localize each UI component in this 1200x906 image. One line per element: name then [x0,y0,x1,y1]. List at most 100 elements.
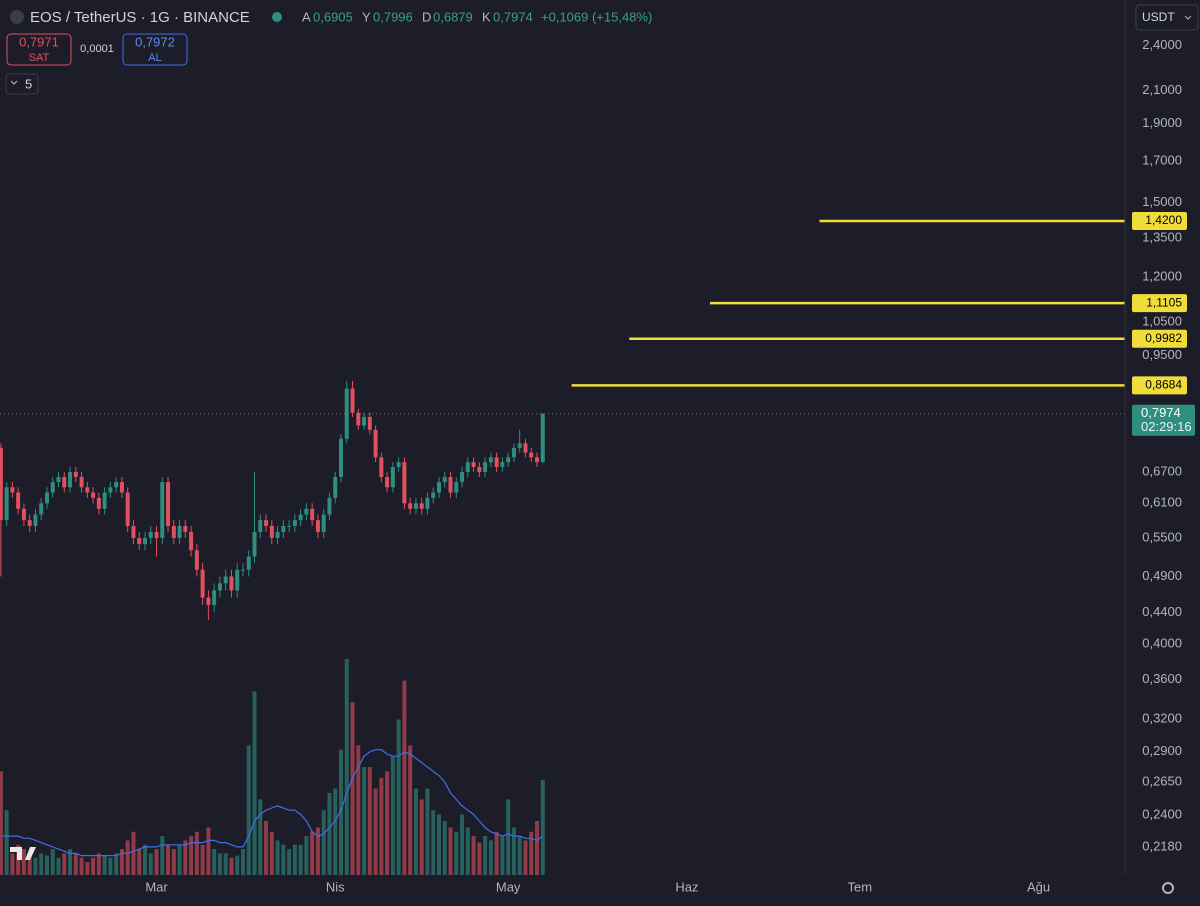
volume-bar [183,840,188,875]
candle-body [315,520,320,532]
candle-body [477,467,482,472]
candle-body [431,492,436,498]
volume-bar [477,842,482,875]
volume-bar [68,849,73,875]
candle-body [419,503,424,509]
buy-button[interactable] [122,33,188,66]
y-tick-label: 0,3600 [1142,671,1182,686]
volume-bar [385,771,390,875]
volume-bar [350,702,355,875]
level-label: 1,4200 [1145,213,1182,227]
symbol-title[interactable]: EOS / TetherUS · 1G · BINANCE [30,9,250,26]
candle-body [396,462,401,468]
y-tick-label: 0,2650 [1142,773,1182,788]
x-tick-label: Haz [675,879,698,894]
indicators-toggle[interactable] [5,73,39,95]
last-price-bg [1132,404,1195,436]
symbol-icon [10,10,24,24]
candle-body [500,462,505,468]
candle-body [529,452,534,458]
y-tick-label: 2,4000 [1142,37,1182,52]
volume-bar [246,745,251,875]
candle-body [511,447,516,458]
candle-body [240,569,245,571]
y-tick-label: 0,6100 [1142,495,1182,510]
y-tick-label: 1,3500 [1142,229,1182,244]
volume-bar [206,827,211,875]
volume-bar [373,788,378,875]
legend-key: D [422,9,431,24]
chevron [1184,15,1192,20]
x-tick-label: Mar [145,879,168,894]
volume-bar [33,857,38,875]
volume-bar [137,849,142,875]
candle-body [91,492,96,498]
volume-bar [523,840,528,875]
legend-key: Y [362,9,371,24]
volume-bar [73,853,78,875]
candle-body [142,537,147,545]
volume-bar [402,680,407,875]
volume-bar [39,853,44,875]
candle-body [534,457,539,463]
candle-body [269,525,274,538]
y-tick-label: 2,1000 [1142,82,1182,97]
volume-bar [21,849,26,875]
candle-body [523,443,528,453]
candle-body [131,525,136,538]
volume-bar [488,840,493,875]
volume-bar [194,831,199,875]
sell-button[interactable] [6,33,72,66]
candle-body [506,457,511,463]
candle-body [292,520,297,526]
candle-body [85,487,90,493]
candle-body [125,492,130,526]
candle-body [114,482,119,488]
candle-body [27,520,32,526]
currency-button[interactable] [1135,4,1199,31]
time-axis: Mar Nis May Haz Tem Ağu [145,879,1050,894]
y-tick-label: 0,6700 [1142,463,1182,478]
candle-body [362,416,367,426]
buy-label: AL [148,52,161,64]
candle-body [442,476,447,483]
candle-body [344,388,349,439]
x-tick-label: May [496,879,521,894]
x-tick-label: Nis [326,879,345,894]
candle-body [287,525,292,527]
y-tick-label: 1,0500 [1142,313,1182,328]
volume-bar [166,844,171,875]
candle-body [166,482,171,526]
candle-body [408,503,413,509]
volume-bar [460,814,465,875]
candle-body [21,508,26,521]
settings-icon[interactable] [1162,882,1174,894]
volume-bar [258,799,263,875]
y-tick-label: 1,7000 [1142,152,1182,167]
volume-bar [269,831,274,875]
change: +0,1069 (+15,48%) [541,9,652,24]
candle-body [454,482,459,493]
candle-body [0,447,3,521]
candle-body [264,520,269,526]
volume-bar [431,810,436,875]
candle-body [177,525,182,538]
level-label-bg [1132,329,1187,348]
candle-body [39,503,44,515]
candle-body [321,514,326,532]
volume-bar [540,779,545,875]
legend-value: 0,7996 [373,9,413,24]
candle-body [154,531,159,538]
volume-bar [529,831,534,875]
volume-bar [171,849,176,875]
y-tick-label: 1,9000 [1142,115,1182,130]
volume-bar [131,831,136,875]
candle-body [483,462,488,472]
candle-body [494,457,499,468]
logo [10,847,36,860]
volume-bar [252,691,257,875]
volume-bar [327,792,332,875]
volume-bar [281,844,286,875]
legend-value: 0,6905 [313,9,353,24]
y-tick-label: 0,2900 [1142,743,1182,758]
